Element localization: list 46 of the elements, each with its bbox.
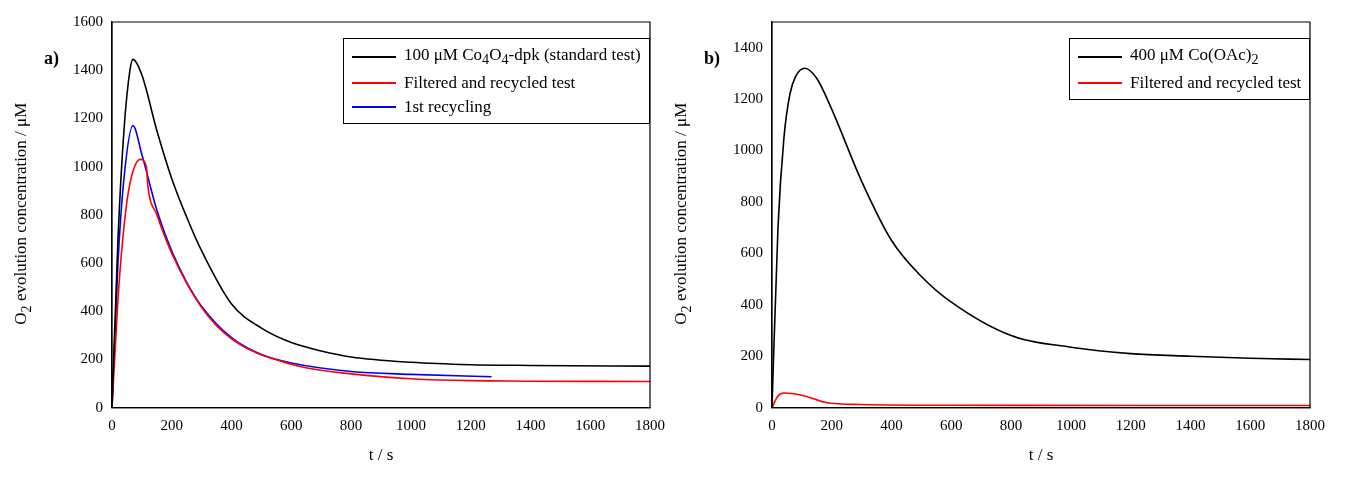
y-tick-label: 200: [740, 347, 763, 364]
y-tick-label: 1200: [733, 90, 763, 107]
y-tick-label: 1000: [73, 157, 103, 174]
x-tick-label: 1400: [1175, 416, 1206, 433]
y-tick-label: 0: [95, 398, 103, 415]
x-tick-label: 800: [999, 416, 1023, 433]
legend-label: 1st recycling: [404, 96, 492, 119]
y-tick-label: 800: [740, 192, 763, 209]
legend-label: Filtered and recycled test: [1130, 72, 1302, 95]
y-tick-label: 400: [740, 295, 763, 312]
x-tick-label: 1600: [1235, 416, 1266, 433]
y-tick-label: 1600: [73, 12, 103, 29]
x-tick-label: 0: [768, 416, 776, 433]
x-tick-label: 0: [108, 416, 116, 433]
x-axis-title: t / s: [1028, 445, 1054, 465]
x-tick-label: 1200: [455, 416, 486, 433]
x-tick-label: 1400: [515, 416, 546, 433]
x-axis-title: t / s: [368, 445, 394, 465]
legend-label: 100 μM Co$_{4}$O$_{4}$-dpk (standard test): [404, 44, 641, 70]
y-tick-label: 1000: [733, 141, 763, 158]
x-tick-label: 600: [280, 416, 303, 433]
x-tick-label: 1000: [395, 416, 426, 433]
x-tick-label: 1800: [635, 416, 665, 433]
x-tick-label: 200: [820, 416, 844, 433]
x-tick-label: 800: [339, 416, 363, 433]
y-tick-label: 800: [80, 205, 103, 222]
x-tick-label: 1800: [1295, 416, 1325, 433]
x-tick-label: 400: [220, 416, 243, 433]
x-tick-label: 200: [160, 416, 184, 433]
y-tick-label: 0: [755, 398, 763, 415]
text: b): [704, 48, 721, 69]
x-tick-label: 600: [940, 416, 963, 433]
y-tick-label: 1400: [733, 38, 763, 55]
y-tick-label: 1400: [73, 61, 103, 78]
y-tick-label: 600: [740, 244, 763, 261]
y-tick-label: 600: [80, 253, 103, 270]
x-tick-label: 1600: [575, 416, 606, 433]
x-tick-label: 400: [880, 416, 903, 433]
text: a): [44, 48, 59, 69]
legend-label: 400 μM Co(OAc)$_{2}$: [1130, 44, 1259, 70]
x-tick-label: 1200: [1115, 416, 1146, 433]
y-tick-label: 200: [80, 350, 103, 367]
x-tick-label: 1000: [1055, 416, 1086, 433]
legend-label: Filtered and recycled test: [404, 72, 576, 95]
y-tick-label: 1200: [73, 109, 103, 126]
y-tick-label: 400: [80, 302, 103, 319]
